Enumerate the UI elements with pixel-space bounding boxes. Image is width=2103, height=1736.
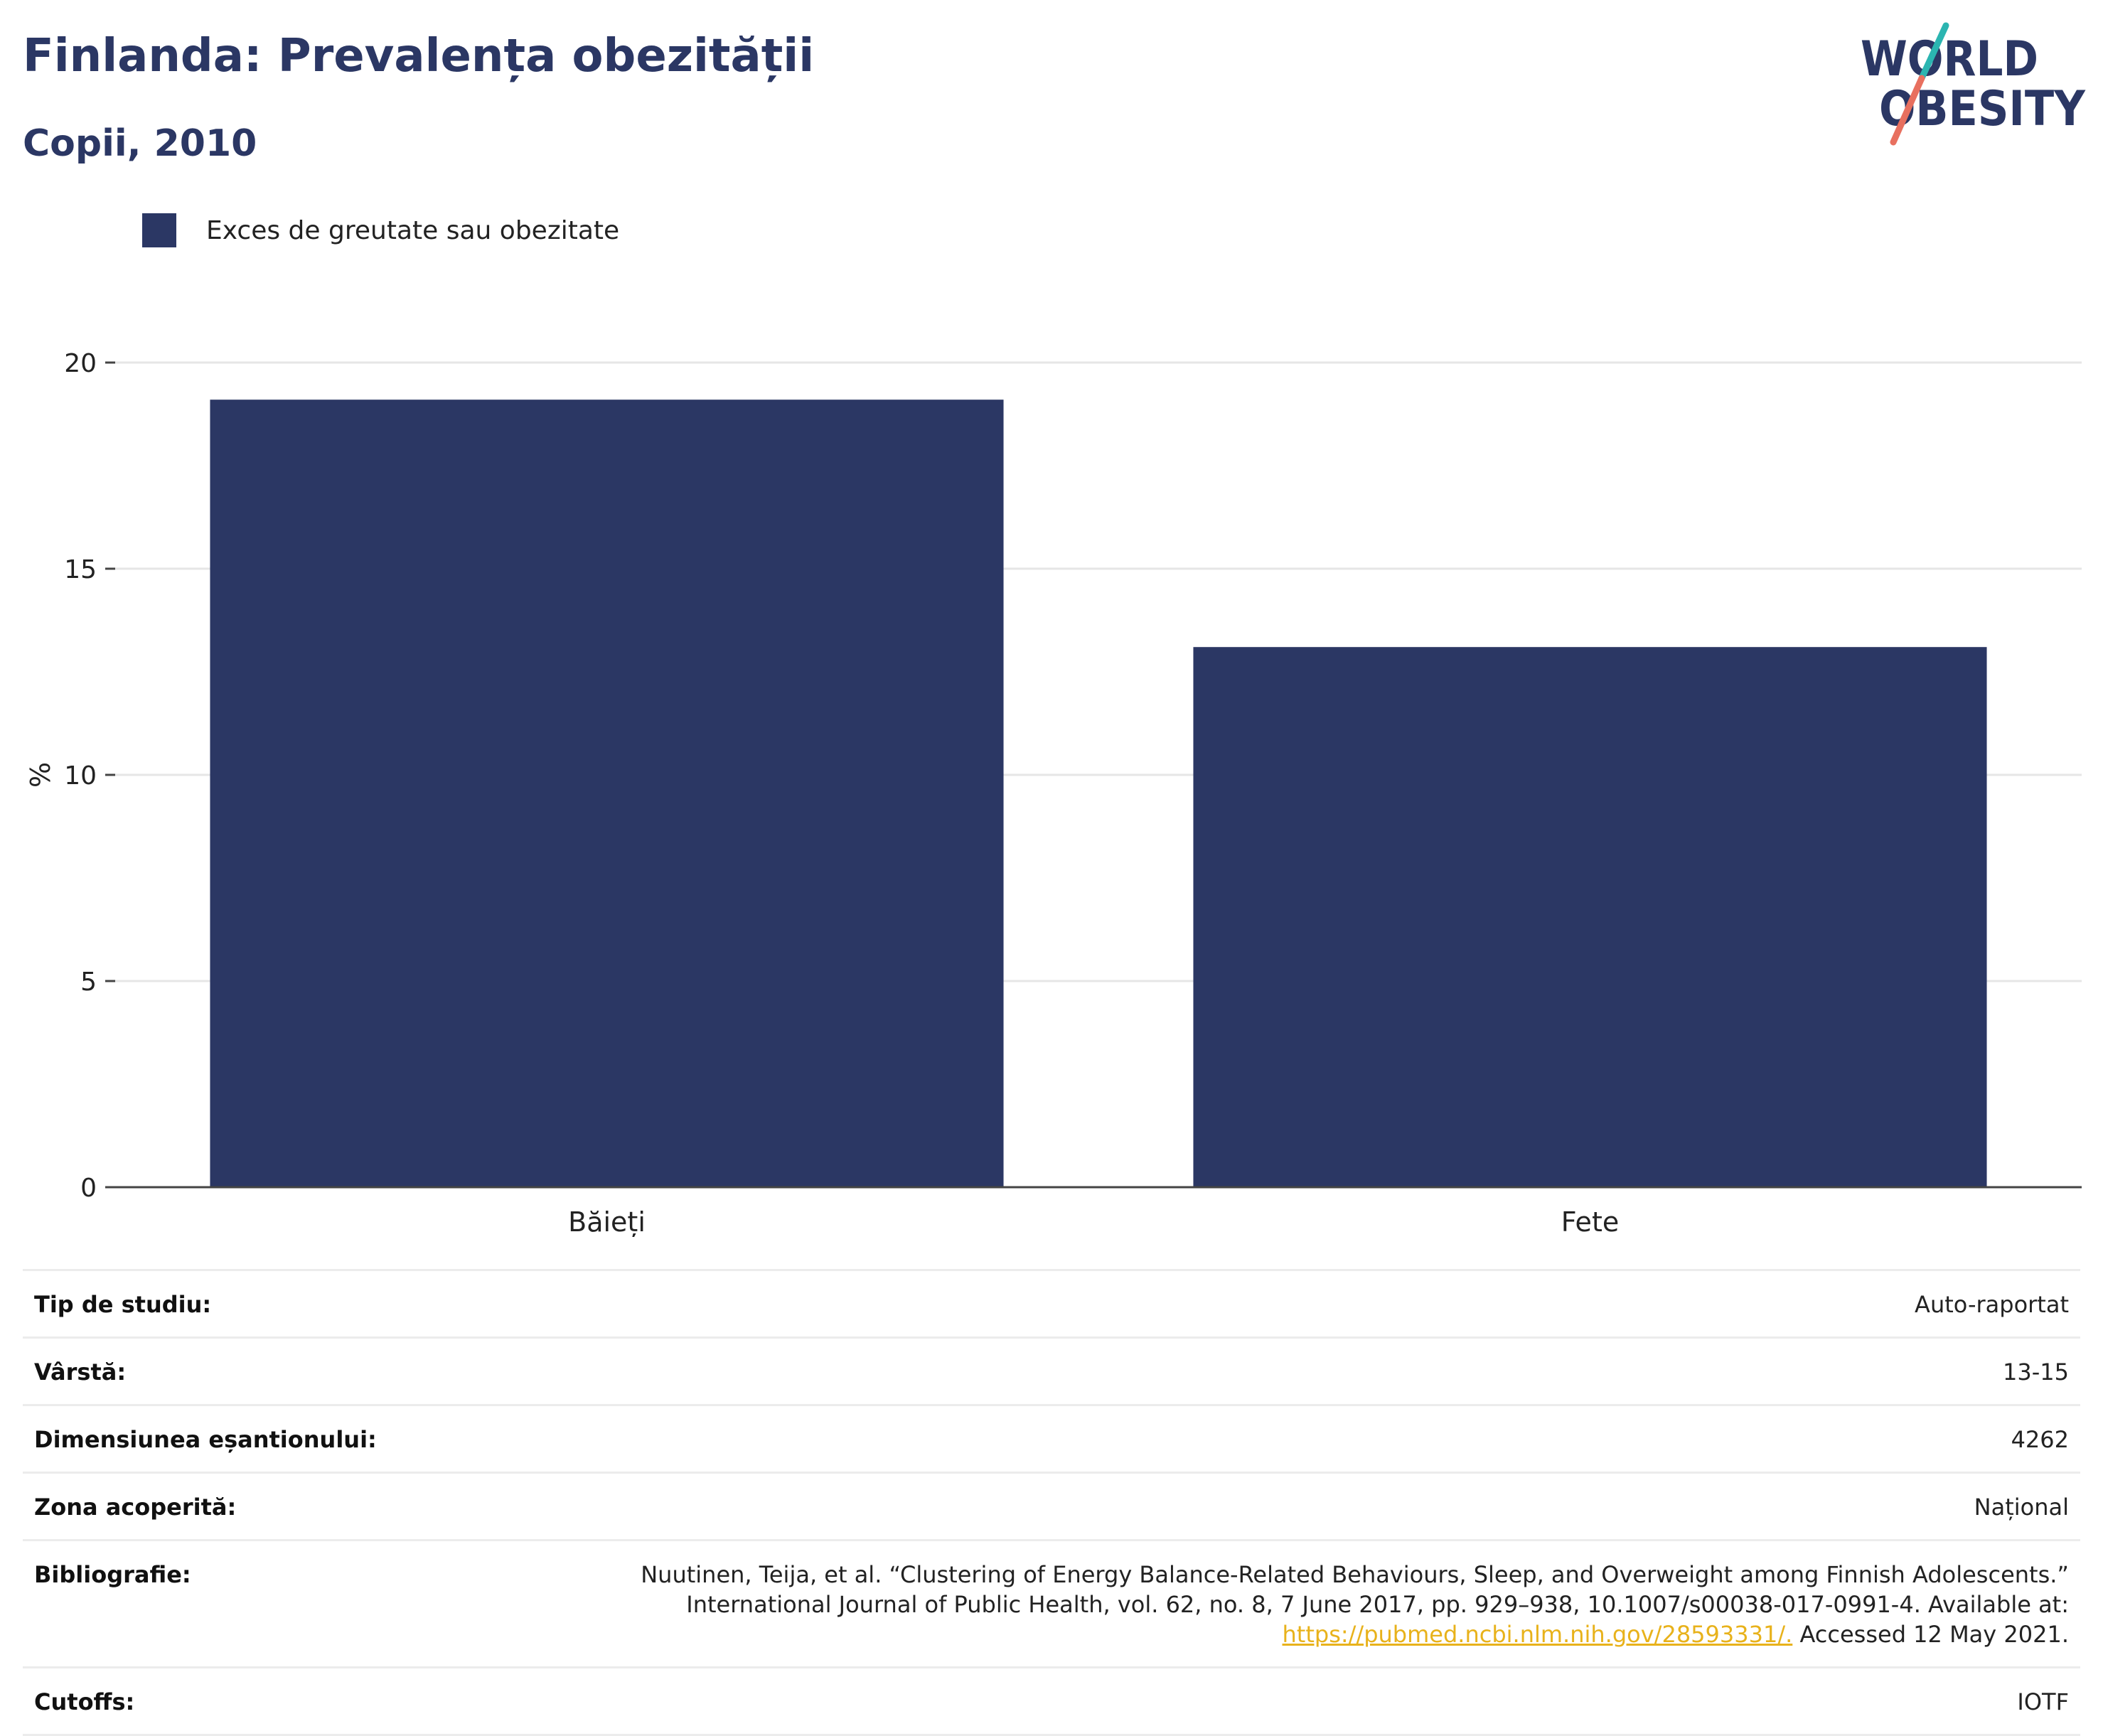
logo-slash-top [1918, 22, 1949, 82]
bibliography-line-2: International Journal of Public Health, … [686, 1591, 2069, 1618]
logo-text-world: WORLD [1861, 31, 2038, 87]
y-tick-label: 15 [64, 555, 97, 584]
info-row-bibliography: Bibliografie: Nuutinen, Teija, et al. “C… [23, 1541, 2080, 1668]
chart-legend: Exces de greutate sau obezitate [142, 212, 619, 249]
pubmed-link[interactable]: https://pubmed.ncbi.nlm.nih.gov/28593331… [1282, 1621, 1793, 1648]
y-tick-label: 20 [64, 349, 97, 378]
x-tick-label: Fete [1561, 1206, 1619, 1237]
bibliography-line-3: https://pubmed.ncbi.nlm.nih.gov/28593331… [1283, 1619, 2070, 1649]
study-info-table: Tip de studiu: Auto-raportat Vârstă: 13-… [23, 1269, 2080, 1736]
world-obesity-logo: WORLD OBESITY [1861, 22, 2086, 146]
info-label: Cutoffs: [34, 1688, 135, 1715]
y-tick-label: 10 [64, 761, 97, 791]
info-label: Dimensiunea eșantionului: [34, 1426, 377, 1453]
info-value: 13-15 [2003, 1359, 2069, 1386]
legend-label: Exces de greutate sau obezitate [206, 215, 620, 245]
info-row-age: Vârstă: 13-15 [23, 1339, 2080, 1406]
logo-slash-bottom [1890, 75, 1925, 146]
info-label: Bibliografie: [34, 1561, 191, 1588]
info-label: Zona acoperită: [34, 1494, 237, 1521]
info-row-study-type: Tip de studiu: Auto-raportat [23, 1271, 2080, 1339]
x-tick-label: Băieți [568, 1206, 646, 1237]
info-row-cutoffs: Cutoffs: IOTF [23, 1668, 2080, 1736]
legend-swatch [142, 213, 176, 247]
bar-chart: 0 5 10 15 20 Băieți Fete% [25, 349, 2082, 1237]
info-value: IOTF [2017, 1688, 2069, 1715]
bar-1 [1193, 647, 1987, 1187]
y-tick-label: 0 [80, 1174, 97, 1203]
info-row-coverage: Zona acoperită: Național [23, 1474, 2080, 1541]
info-row-sample-size: Dimensiunea eșantionului: 4262 [23, 1406, 2080, 1474]
accessed-date: Accessed 12 May 2021. [1792, 1621, 2069, 1648]
info-label: Tip de studiu: [34, 1291, 212, 1318]
info-value: Auto-raportat [1915, 1291, 2069, 1318]
chart-title: Finlanda: Prevalența obezității [23, 30, 815, 82]
info-value: 4262 [2011, 1426, 2069, 1453]
info-label: Vârstă: [34, 1359, 127, 1386]
chart-subtitle: Copii, 2010 [23, 122, 257, 165]
y-axis-title: % [25, 762, 56, 788]
info-value: Național [1974, 1494, 2069, 1521]
y-tick-label: 5 [80, 968, 97, 997]
bibliography-line-1: Nuutinen, Teija, et al. “Clustering of E… [641, 1561, 2069, 1588]
bibliography-text: Nuutinen, Teija, et al. “Clustering of E… [641, 1560, 2069, 1649]
bar-0 [210, 400, 1004, 1188]
